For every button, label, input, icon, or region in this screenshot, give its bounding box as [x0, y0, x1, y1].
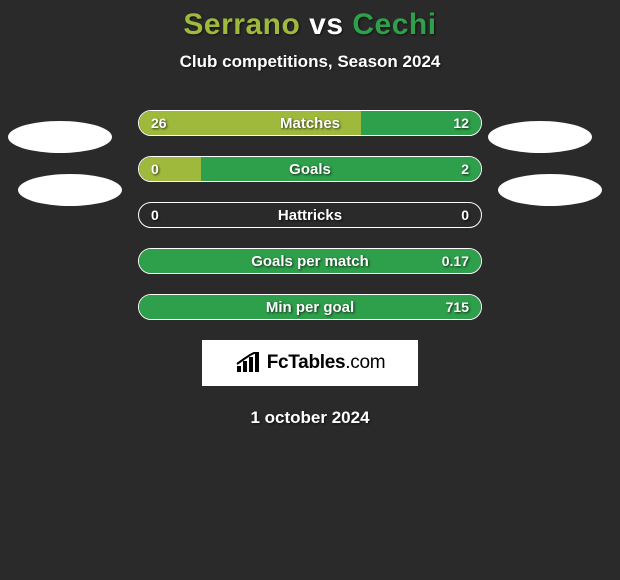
player1-name: Serrano — [183, 8, 300, 41]
logo-chart-icon — [235, 352, 261, 374]
stat-row: Goals per match0.17 — [138, 248, 482, 274]
bar-fill-left — [139, 111, 361, 135]
stat-row: Goals02 — [138, 156, 482, 182]
subtitle: Club competitions, Season 2024 — [0, 52, 620, 72]
stat-row: Matches2612 — [138, 110, 482, 136]
bar-fill-right — [139, 249, 481, 273]
avatar-player1-a — [8, 121, 112, 153]
stat-row: Hattricks0 0 — [138, 202, 482, 228]
stats-rows: Matches2612 Goals02 Hattricks0 0 Goals per m… — [138, 110, 482, 320]
bar-fill-right — [201, 157, 481, 181]
stat-label: Hattricks — [139, 203, 481, 227]
stat-row: Min per goal715 — [138, 294, 482, 320]
stat-value-right: 0 — [461, 203, 469, 227]
logo-domain: .com — [345, 352, 385, 373]
logo-brand: FcTables — [267, 352, 346, 373]
date-text: 1 october 2024 — [0, 408, 620, 428]
avatar-player2-b — [498, 174, 602, 206]
player2-name: Cechi — [352, 8, 436, 41]
bar-fill-right — [139, 295, 481, 319]
logo-box[interactable]: FcTables.com — [202, 340, 418, 386]
avatar-player1-b — [18, 174, 122, 206]
bar-fill-right — [361, 111, 481, 135]
vs-text: vs — [309, 8, 343, 41]
comparison-card: Serrano vs Cechi Club competitions, Seas… — [0, 0, 620, 428]
logo-text: FcTables.com — [267, 352, 386, 374]
stat-value-left: 0 — [151, 203, 159, 227]
avatar-player2-a — [488, 121, 592, 153]
page-title: Serrano vs Cechi — [0, 8, 620, 42]
bar-fill-left — [139, 157, 201, 181]
